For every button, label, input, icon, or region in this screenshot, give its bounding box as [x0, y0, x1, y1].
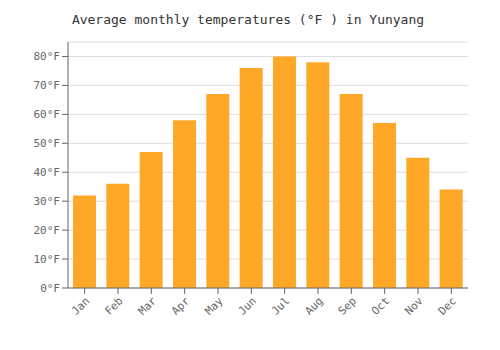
- svg-text:20°F: 20°F: [34, 224, 61, 237]
- svg-text:Mar: Mar: [136, 294, 160, 318]
- svg-text:0°F: 0°F: [40, 282, 60, 295]
- svg-text:May: May: [202, 294, 226, 318]
- html-text:Average monthly temperatures (: Average monthly temperatures (°F ) in Yu…: [71, 12, 425, 27]
- svg-text:10°F: 10°F: [34, 253, 61, 266]
- svg-text:Aug: Aug: [302, 294, 325, 317]
- svg-text:Jan: Jan: [69, 294, 92, 317]
- svg-text:80°F: 80°F: [34, 50, 61, 63]
- svg-text:70°F: 70°F: [34, 79, 61, 92]
- svg-text:Oct: Oct: [369, 294, 392, 317]
- svg-text:Jul: Jul: [269, 294, 292, 317]
- svg-text:60°F: 60°F: [34, 108, 61, 121]
- svg-text:Nov: Nov: [402, 294, 426, 318]
- svg-text:50°F: 50°F: [34, 137, 61, 150]
- svg-text:Sep: Sep: [336, 294, 359, 317]
- svg-text:30°F: 30°F: [34, 195, 61, 208]
- svg-text:Dec: Dec: [436, 294, 459, 317]
- svg-text:40°F: 40°F: [34, 166, 61, 179]
- svg-text:Jun: Jun: [236, 294, 259, 317]
- svg-text:Apr: Apr: [169, 294, 193, 318]
- svg-text:Feb: Feb: [102, 294, 125, 317]
